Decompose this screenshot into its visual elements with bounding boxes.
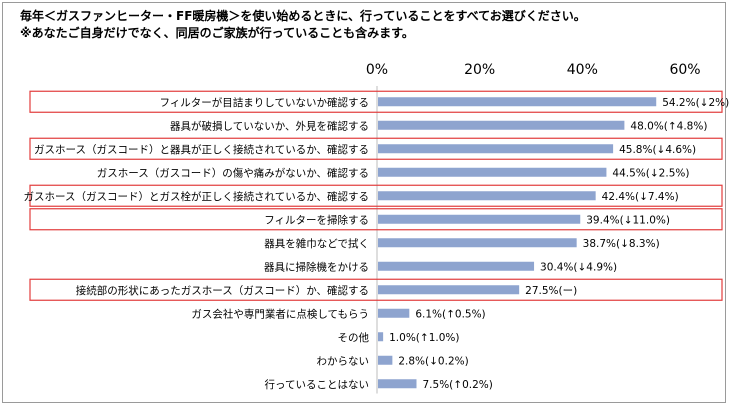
data-label: 38.7%(↓8.3%): [583, 238, 660, 250]
x-tick-label: 60%: [669, 62, 700, 78]
data-label: 30.4%(↓4.9%): [540, 261, 617, 273]
highlight-box: [29, 278, 723, 301]
chart-subtitle: ※あなたご自身だけでなく、同居のご家族が行っていることも含みます。: [20, 26, 414, 40]
bar: [378, 167, 607, 177]
data-label: 42.4%(↓7.4%): [602, 191, 679, 203]
bar: [378, 120, 625, 130]
data-label: 39.4%(↓11.0%): [586, 214, 670, 226]
data-label: 6.1%(↑0.5%): [415, 308, 485, 320]
chart-title-block: 毎年＜ガスファンヒーター・FF暖房機＞を使い始めるときに、行っていることをすべて…: [20, 8, 720, 42]
bar: [378, 379, 417, 389]
category-label: その他: [338, 331, 370, 344]
category-label: 器具に掃除機をかける: [264, 260, 369, 273]
x-tick-label: 20%: [464, 62, 495, 78]
category-label: ガスホース（ガスコード）とガス栓が正しく接続されているか、確認する: [24, 190, 369, 203]
category-label: 器具を雑巾などで拭く: [264, 237, 369, 250]
bar: [378, 285, 520, 295]
category-label: わからない: [317, 355, 370, 367]
data-label: 7.5%(↑0.2%): [423, 379, 493, 391]
category-label: 接続部の形状にあったガスホース（ガスコード）か、確認する: [76, 284, 369, 297]
bar: [378, 261, 535, 271]
bar: [378, 355, 393, 365]
highlight-box: [29, 208, 723, 231]
bar: [378, 144, 614, 154]
category-label: フィルターが目詰まりしていないか確認する: [160, 96, 369, 109]
category-label: ガスホース（ガスコード）と器具が正しく接続されているか、確認する: [34, 143, 369, 156]
data-label: 27.5%(ー): [525, 285, 577, 297]
data-label: 48.0%(↑4.8%): [630, 120, 707, 132]
x-tick-label: 0%: [366, 62, 388, 78]
category-label: 行っていることはない: [265, 378, 369, 391]
x-tick-label: 40%: [567, 62, 598, 78]
bar: [378, 238, 577, 248]
data-label: 44.5%(↓2.5%): [612, 167, 689, 179]
bar: [378, 308, 410, 318]
data-label: 2.8%(↓0.2%): [398, 355, 468, 367]
data-label: 45.8%(↓4.6%): [619, 144, 696, 156]
bar: [378, 191, 596, 201]
category-label: ガスホース（ガスコード）の傷や痛みがないか、確認する: [97, 166, 369, 179]
category-label: 器具が破損していないか、外見を確認する: [170, 119, 369, 132]
chart-frame: [2, 2, 726, 403]
bar: [378, 97, 657, 107]
chart-title: 毎年＜ガスファンヒーター・FF暖房機＞を使い始めるときに、行っていることをすべて…: [20, 9, 586, 23]
category-label: フィルターを掃除する: [264, 213, 369, 226]
category-label: ガス会社や専門業者に点検してもらう: [191, 307, 369, 320]
bar: [378, 214, 581, 224]
highlight-box: [29, 137, 723, 160]
data-label: 1.0%(↑1.0%): [389, 332, 459, 344]
bar: [378, 332, 384, 342]
data-label: 54.2%(↓2%): [662, 97, 729, 109]
highlight-box: [29, 90, 723, 113]
highlight-box: [29, 184, 723, 207]
